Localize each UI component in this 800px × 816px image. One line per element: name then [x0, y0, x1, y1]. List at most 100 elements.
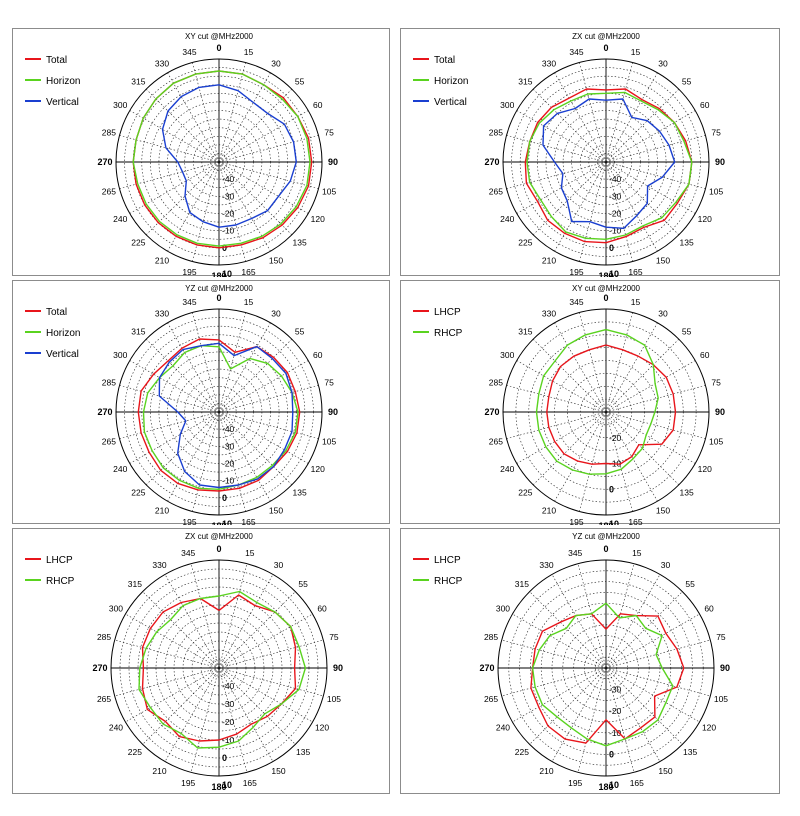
chart-panel-3: YZ cut @MHz2000 0 15 30 55 60 75 90 105 120 135 150…: [12, 280, 390, 525]
legend-label: RHCP: [434, 576, 463, 587]
chart-panel-2: ZX cut @MHz2000 0 15 30 55 60 75 90 105 120 135 150…: [400, 28, 780, 277]
legend-label: Horizon: [434, 76, 468, 87]
angle-label: 195: [568, 778, 582, 788]
angle-label: 315: [518, 76, 532, 86]
series-line-rhcp: [138, 590, 307, 749]
angle-label: 315: [515, 579, 529, 589]
grid-spoke: [605, 360, 696, 413]
angle-label: 270: [479, 663, 494, 673]
grid-spoke: [554, 322, 607, 413]
grid-spoke: [192, 62, 220, 163]
angle-label: 30: [658, 308, 668, 318]
angle-label: 55: [295, 326, 305, 336]
angle-label: 165: [241, 517, 255, 525]
series-line-rhcp: [531, 602, 674, 747]
chart-panel-1: XY cut @MHz2000 0 15 30 55 60 75 90 105 120 135 150…: [12, 28, 390, 277]
angle-label: 30: [661, 560, 671, 570]
angle-label: 120: [698, 214, 712, 224]
chart-title: ZX cut @MHz2000: [572, 32, 640, 41]
angle-label: 135: [293, 238, 307, 248]
angle-label: 315: [128, 579, 142, 589]
angle-label: 195: [182, 517, 196, 525]
angle-label: 315: [131, 76, 145, 86]
grid-spoke: [218, 563, 248, 669]
legend-label: Vertical: [434, 97, 467, 108]
angle-label: 75: [324, 127, 334, 137]
grid-spoke: [145, 88, 220, 163]
angle-label: 265: [489, 437, 503, 447]
angle-label: 0: [216, 43, 221, 53]
legend-label: Vertical: [46, 349, 79, 360]
angle-label: 15: [244, 47, 254, 57]
grid-spoke: [605, 667, 711, 697]
angle-label: 180: [211, 521, 226, 525]
radial-tick-label: -10: [222, 226, 235, 236]
series-line-lhcp: [530, 613, 685, 744]
radial-tick-label: 10: [222, 519, 232, 525]
angle-label: 345: [569, 297, 583, 307]
radial-tick-label: -40: [222, 424, 235, 434]
angle-label: 90: [720, 663, 730, 673]
angle-label: 75: [711, 377, 721, 387]
legend-label: Horizon: [46, 76, 80, 87]
grid-spoke: [577, 667, 607, 773]
angle-label: 240: [113, 464, 127, 474]
series-line-vertical: [158, 342, 294, 489]
radial-tick-label: 10: [222, 780, 232, 790]
angle-label: 15: [631, 297, 641, 307]
radial-tick-label: -20: [609, 433, 622, 443]
angle-label: 195: [181, 778, 195, 788]
grid-spoke: [554, 411, 607, 502]
polar-chart-1: XY cut @MHz2000 0 15 30 55 60 75 90 105 120 135 150…: [25, 32, 338, 277]
radial-tick-label: -30: [222, 191, 235, 201]
polar-grid: [115, 308, 323, 516]
radial-tick-label: 10: [609, 519, 619, 525]
angle-label: 150: [658, 766, 672, 776]
angle-label: 60: [704, 604, 714, 614]
angle-label: 315: [131, 326, 145, 336]
angle-label: 0: [216, 293, 221, 303]
grid-spoke: [605, 322, 658, 413]
grid-spoke: [529, 591, 607, 669]
angle-label: 105: [322, 187, 336, 197]
angle-label: 90: [328, 157, 338, 167]
grid-spoke: [218, 574, 274, 669]
angle-label: 240: [496, 723, 510, 733]
angle-label: 90: [328, 407, 338, 417]
angle-label: 240: [113, 214, 127, 224]
angle-label: 150: [271, 766, 285, 776]
legend: Total Horizon Vertical: [25, 307, 80, 360]
grid-spoke: [218, 385, 319, 413]
angle-label: 105: [709, 437, 723, 447]
grid-spoke: [516, 360, 607, 413]
grid-spoke: [218, 667, 248, 773]
angle-label: 60: [317, 604, 327, 614]
grid-spoke: [129, 161, 220, 214]
radial-tick-label: 10: [222, 269, 232, 277]
grid-spoke: [605, 338, 680, 413]
angle-label: 270: [97, 407, 112, 417]
angle-label: 55: [682, 326, 692, 336]
legend-label: Total: [46, 307, 67, 318]
angle-label: 300: [109, 604, 123, 614]
angle-label: 330: [152, 560, 166, 570]
radial-tick-label: -10: [609, 226, 622, 236]
angle-label: 135: [296, 747, 310, 757]
angle-label: 270: [92, 663, 107, 673]
angle-label: 120: [311, 464, 325, 474]
angle-label: 75: [716, 632, 726, 642]
grid-spoke: [218, 72, 271, 163]
angle-label: 90: [715, 157, 725, 167]
legend-label: LHCP: [434, 555, 461, 566]
series-line-total: [137, 338, 301, 492]
angle-label: 60: [700, 350, 710, 360]
angle-label: 55: [295, 76, 305, 86]
radial-tick-label: 0: [609, 484, 614, 494]
grid-spoke: [125, 613, 220, 669]
grid-spoke: [129, 360, 220, 413]
angle-label: 180: [211, 782, 226, 792]
angle-label: 210: [539, 766, 553, 776]
angle-label: 105: [709, 187, 723, 197]
angle-label: 225: [518, 488, 532, 498]
